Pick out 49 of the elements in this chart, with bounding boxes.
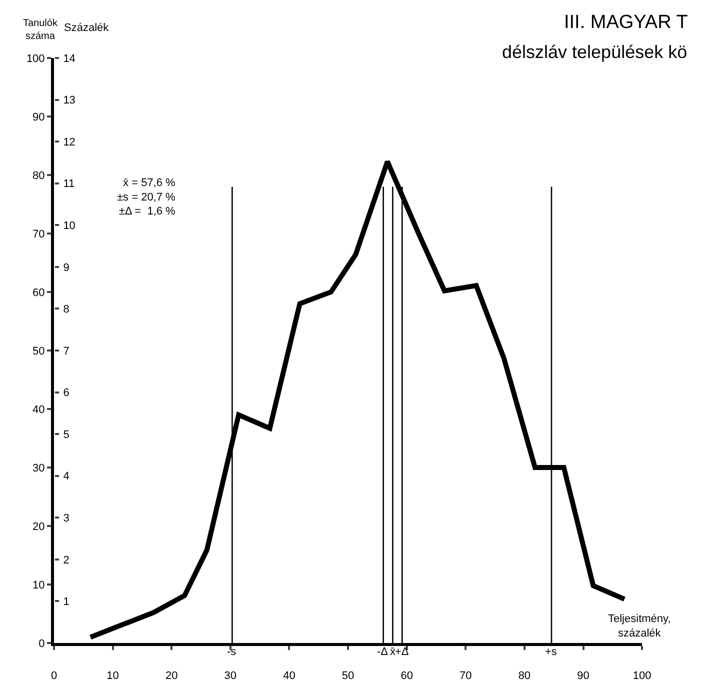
x-tick-label: 0 [50, 670, 58, 682]
ref-line-label: -Δ [377, 646, 389, 658]
y2-axis-title: Százalék [64, 22, 110, 34]
y2-tick-label: 12 [63, 136, 76, 148]
x-tick-label: 70 [460, 670, 472, 682]
y-tick-label: 90 [32, 111, 45, 124]
y-tick-label: 0 [38, 638, 45, 650]
ref-line-label: x̄ [390, 646, 396, 658]
x-axis-title: Teljesitmény, százalék [608, 613, 671, 640]
x-tick-label: 60 [400, 670, 413, 682]
y2-tick-label: 9 [63, 262, 70, 274]
y2-tick-label: 6 [63, 387, 70, 400]
y-axis-title: Tanulók száma [23, 18, 58, 42]
y-tick-label: 40 [32, 404, 45, 416]
chart-subtitle: délszláv települések kö [502, 42, 688, 62]
ref-line-label: -s [227, 646, 237, 658]
y2-tick-label: 3 [63, 512, 70, 524]
x-tick-label: 30 [224, 670, 237, 682]
y2-tick-label: 11 [63, 178, 75, 190]
y2-tick-label: 5 [63, 428, 70, 441]
y2-tick-label: 1 [63, 596, 70, 608]
y-tick-label: 70 [32, 228, 45, 240]
y-tick-label: 30 [32, 462, 45, 474]
y-tick-label: 50 [32, 345, 45, 358]
x-tick-label: 100 [632, 670, 652, 682]
y-tick-label: 80 [32, 170, 45, 182]
y2-tick-label: 14 [63, 52, 76, 65]
y-tick-label: 20 [32, 520, 45, 533]
x-tick-label: 80 [518, 670, 531, 682]
x-tick-label: 90 [577, 670, 590, 682]
x-tick-label: 40 [283, 670, 296, 682]
ref-line-label: +Δ [395, 646, 410, 658]
y-tick-label: 10 [32, 579, 45, 592]
x-tick-label: 50 [342, 670, 354, 682]
x-tick-label: 20 [165, 670, 178, 682]
x-tick-label: 10 [106, 670, 119, 682]
y-tick-label: 100 [26, 52, 45, 65]
y2-tick-label: 4 [63, 470, 70, 483]
annotation: ±Δ = 1,6 % [118, 206, 176, 218]
chart-title: III. MAGYAR T [564, 12, 688, 33]
y2-tick-label: 13 [63, 94, 76, 107]
y2-tick-label: 2 [63, 554, 70, 566]
annotation: x̄ = 57,6 % [123, 177, 176, 189]
y2-tick-label: 10 [63, 220, 76, 232]
ref-line-label: +s [545, 646, 558, 658]
y2-tick-label: 8 [63, 304, 70, 316]
y2-tick-label: 7 [63, 345, 70, 358]
annotation: ±s = 20,7 % [117, 191, 176, 204]
y-tick-label: 60 [32, 286, 45, 299]
